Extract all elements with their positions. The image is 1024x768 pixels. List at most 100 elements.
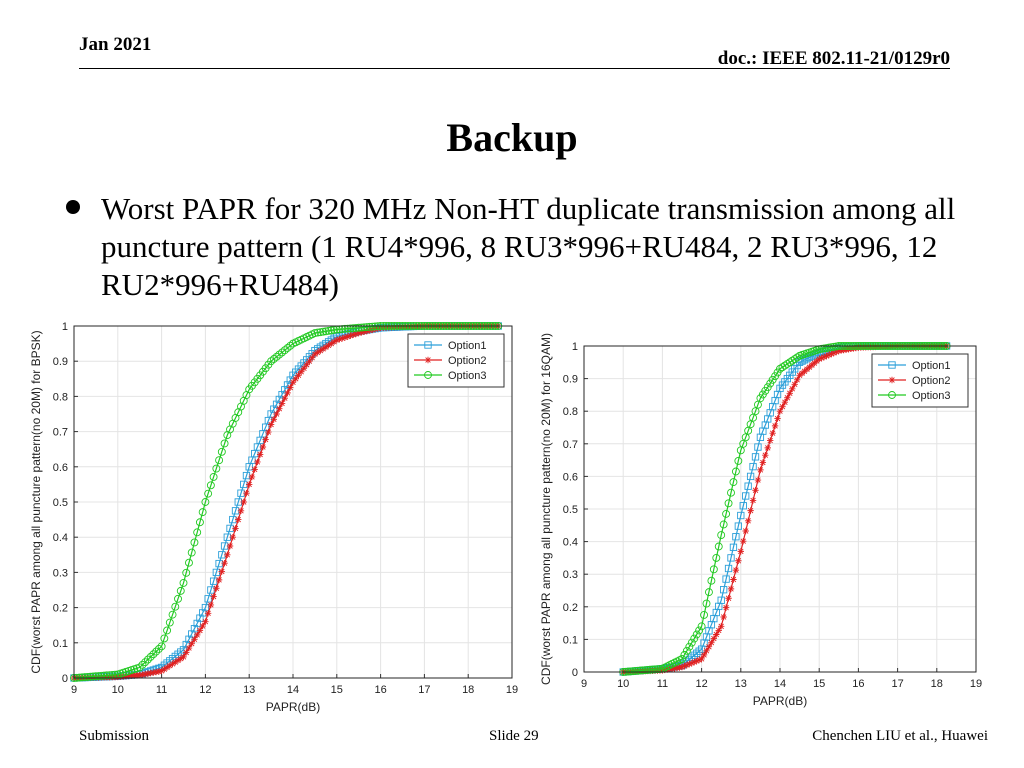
data-point [213,585,220,592]
data-point [769,430,776,437]
x-tick-label: 15 [331,684,343,696]
header-date: Jan 2021 [79,34,152,55]
footer-slide-number: Slide 29 [489,728,539,744]
data-point [136,671,143,679]
data-point [295,372,302,379]
data-point [690,634,699,643]
x-tick-label: 13 [243,684,255,696]
data-point [180,653,187,661]
data-point [311,350,319,358]
y-tick-label: 0.7 [563,439,578,451]
data-point [217,447,226,456]
data-point [681,662,688,670]
data-point [196,614,204,622]
data-point [86,672,95,681]
data-point [78,673,87,682]
legend-entry: Option2 [448,355,487,367]
data-point [888,391,896,399]
data-point [155,668,163,675]
data-point [161,666,168,673]
data-point [278,400,286,407]
data-point [144,670,152,677]
data-point [727,488,735,497]
data-point [237,507,245,514]
data-point [749,462,757,471]
header-divider [79,68,950,69]
data-point [215,456,224,465]
data-point [325,342,332,349]
data-point [692,630,701,639]
data-point [698,655,705,663]
x-tick-label: 18 [931,678,943,690]
data-point [333,336,340,344]
x-tick-label: 10 [112,684,124,696]
data-point [713,631,720,638]
data-point [207,601,215,609]
x-tick-label: 18 [462,684,474,696]
data-point [314,349,321,356]
data-point [158,667,165,675]
data-point [185,644,193,652]
data-point [283,381,292,389]
data-point [730,576,737,583]
data-point [81,673,89,682]
data-point [166,662,174,669]
data-point [212,464,221,473]
data-point [888,376,896,384]
data-point [690,651,698,659]
y-axis-label: CDF(worst PAPR among all puncture patter… [29,330,43,673]
x-tick-label: 10 [617,678,629,690]
y-tick-label: 1 [62,321,68,333]
data-point [791,381,798,388]
data-point [221,559,228,567]
chart-left: 9 10 11 12 13 14 15 16 17 18 19 0 0.1 0.2 0.3 0.4 0.5 0.6… [28,298,528,728]
data-point [97,671,106,680]
data-point [201,498,210,506]
data-point [757,466,764,474]
data-point [270,416,278,423]
data-point [722,509,731,518]
data-point [319,327,328,336]
data-point [281,394,288,402]
data-point [284,389,291,397]
data-point [347,332,354,339]
x-tick-label: 11 [657,678,668,690]
data-point [275,350,284,359]
legend: Option1 Option2 Option3 [407,333,505,388]
data-point [190,538,199,547]
y-tick-label: 0 [62,673,68,685]
data-point [747,507,754,514]
y-tick-label: 0.5 [563,504,578,516]
data-point [83,672,92,681]
data-point [235,516,242,523]
data-point [138,660,147,669]
data-point [365,322,374,331]
data-point [754,443,762,451]
data-point [828,350,835,358]
data-point [709,565,718,574]
data-point [693,649,701,657]
x-tick-label: 12 [199,684,211,696]
data-point [774,415,781,422]
data-point [825,351,833,359]
data-point [172,658,179,666]
data-point [146,652,155,661]
data-point [722,604,730,611]
data-point [362,323,371,332]
data-point [360,328,368,335]
data-point [317,347,324,354]
data-point [322,343,330,351]
chart-right: 9 10 11 12 13 14 15 16 17 18 19 0 0.1 0.2 0.3 0.4 0.5 0.6… [540,312,988,726]
data-point [725,595,732,602]
bullet-point [66,200,80,214]
data-point [259,443,267,451]
data-point [693,657,700,665]
data-point [187,548,196,557]
data-point [349,324,358,333]
data-point [242,471,251,480]
data-point [262,436,269,443]
data-point [683,661,691,669]
data-point [324,326,333,335]
data-point [691,658,698,666]
data-point [327,326,336,335]
